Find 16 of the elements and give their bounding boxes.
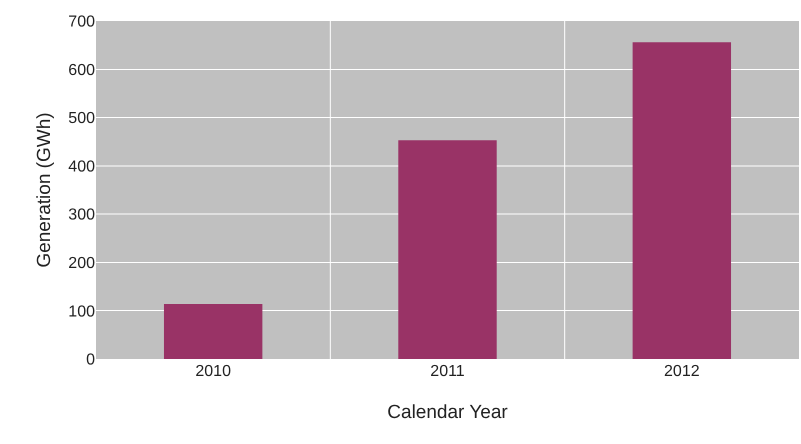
bar <box>398 140 497 359</box>
bar <box>632 42 732 359</box>
y-axis-title: Generation (GWh) <box>34 112 56 268</box>
bar <box>164 304 262 359</box>
y-tick-label: 200 <box>68 255 96 272</box>
y-tick-label: 300 <box>68 206 96 224</box>
y-tick-label: 400 <box>68 158 96 176</box>
x-axis-title: Calendar Year <box>387 402 508 423</box>
y-tick-label: 600 <box>68 62 96 79</box>
x-tick-label: 2010 <box>195 363 232 380</box>
y-tick-label: 700 <box>68 14 96 31</box>
x-tick-label: 2012 <box>664 363 700 380</box>
x-tick-label: 2011 <box>430 363 465 380</box>
y-tick-label: 100 <box>68 303 96 320</box>
y-tick-label: 500 <box>68 110 96 128</box>
y-tick-label: 0 <box>86 352 96 369</box>
